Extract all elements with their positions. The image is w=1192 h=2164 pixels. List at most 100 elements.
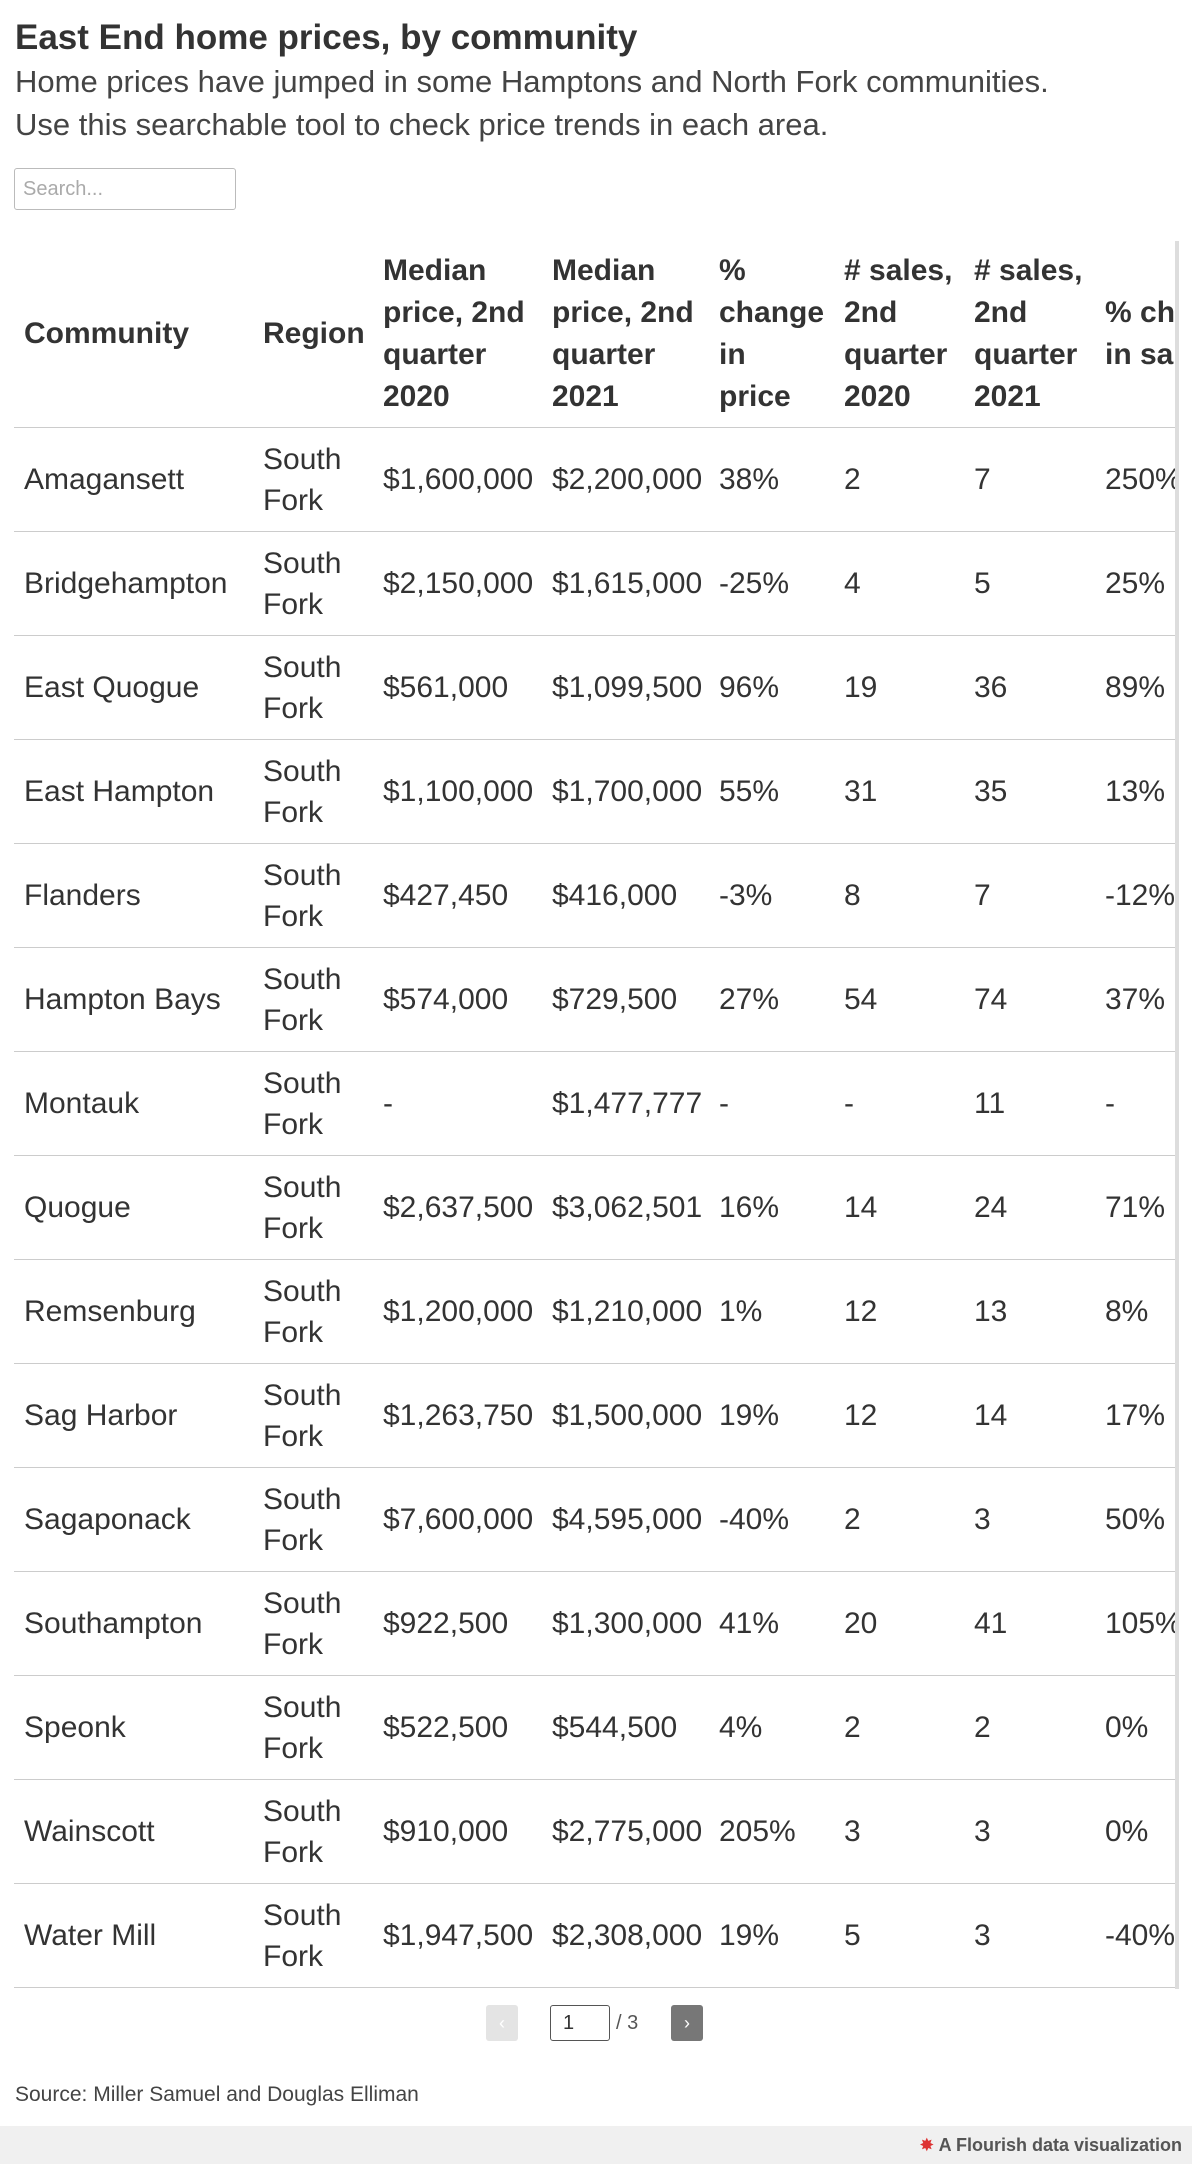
table-cell: 16% [709,1155,834,1260]
table-cell: Southampton [14,1571,253,1676]
table-cell: South Fork [253,531,373,636]
table-cell: 35 [964,739,1095,844]
column-header: # sales, 2nd quarter 2021 [964,241,1095,428]
prev-button[interactable]: ‹ [486,2005,518,2041]
credit-bar: ✸ A Flourish data visualization [0,2126,1192,2164]
table-cell: Flanders [14,843,253,948]
table-cell: $544,500 [542,1675,709,1780]
table-row: Remsenburg South Fork $1,200,000 $1,210,000… [14,1259,1175,1364]
table-cell: 7 [964,843,1095,948]
table-cell: $1,300,000 [542,1571,709,1676]
table-cell: $427,450 [373,843,542,948]
table-cell: 24 [964,1155,1095,1260]
page-input[interactable]: 1 [550,2005,610,2041]
next-button[interactable]: › [671,2005,703,2041]
table-cell: 71% [1095,1155,1175,1260]
table-cell: $1,947,500 [373,1883,542,1988]
table-cell: 27% [709,947,834,1052]
table-cell: -12% [1095,843,1175,948]
table-row: Amagansett South Fork $1,600,000 $2,200,000… [14,427,1175,532]
table-cell: $574,000 [373,947,542,1052]
table-cell: 205% [709,1779,834,1884]
column-header: # sales, 2nd quarter 2020 [834,241,964,428]
table-cell: 17% [1095,1363,1175,1468]
table-row: Bridgehampton South Fork $2,150,000 $1,615,… [14,531,1175,636]
table-cell: 19% [709,1883,834,1988]
pagination: ‹ 1 / 3 › [0,2005,1192,2041]
table-cell: $2,150,000 [373,531,542,636]
table-cell: -40% [1095,1883,1175,1988]
table-cell: 19 [834,635,964,740]
table-cell: 3 [964,1467,1095,1572]
table-cell: 1% [709,1259,834,1364]
table-cell: 25% [1095,531,1175,636]
table-cell: South Fork [253,1779,373,1884]
table-cell: East Hampton [14,739,253,844]
table-cell: East Quogue [14,635,253,740]
table-row: Flanders South Fork $427,450 $416,000 -3% 8 7-… [14,843,1175,948]
table-cell: 37% [1095,947,1175,1052]
search-box[interactable]: Search... [14,168,236,210]
table-cell: 0% [1095,1675,1175,1780]
table-cell: Water Mill [14,1883,253,1988]
column-header: Median price, 2nd quarter 2021 [542,241,709,428]
table-cell: 5 [834,1883,964,1988]
table-cell: $7,600,000 [373,1467,542,1572]
table-row: East Quogue South Fork $561,000 $1,099,500 9… [14,635,1175,740]
table-row: East Hampton South Fork $1,100,000 $1,700,0… [14,739,1175,844]
table-cell: 41 [964,1571,1095,1676]
table-cell: 50% [1095,1467,1175,1572]
table-cell: Speonk [14,1675,253,1780]
table-cell: $1,615,000 [542,531,709,636]
table-cell: 36 [964,635,1095,740]
table-cell: 55% [709,739,834,844]
table-cell: Quogue [14,1155,253,1260]
table-cell: South Fork [253,1467,373,1572]
column-header: Community [14,241,253,428]
table-cell: $522,500 [373,1675,542,1780]
credit[interactable]: ✸ A Flourish data visualization [919,2135,1182,2156]
table-cell: 41% [709,1571,834,1676]
table-cell: 14 [964,1363,1095,1468]
table-cell: 250% [1095,427,1175,532]
header-row: Community Region Median price, 2nd quarter… [14,241,1175,428]
table-wrapper: Community Region Median price, 2nd quarter… [14,241,1179,1989]
page-total: / 3 [616,2012,639,2034]
table-cell: - [834,1051,964,1156]
table-cell: 89% [1095,635,1175,740]
table-row: Hampton Bays South Fork $574,000 $729,500 27… [14,947,1175,1052]
table-cell: $922,500 [373,1571,542,1676]
table-cell: South Fork [253,635,373,740]
table-cell: Bridgehampton [14,531,253,636]
table-cell: $561,000 [373,635,542,740]
table-row: Southampton South Fork $922,500 $1,300,000 4… [14,1571,1175,1676]
table-row: Speonk South Fork $522,500 $544,500 4% 2 2 0% [14,1675,1175,1780]
source: Source: Miller Samuel and Douglas Ellima… [15,2083,419,2106]
table-cell: 3 [964,1779,1095,1884]
logo: ✸ [919,2135,935,2155]
table-cell: South Fork [253,843,373,948]
column-header: % change in sales [1095,241,1175,428]
column-header: Region [253,241,373,428]
table-row: Wainscott South Fork $910,000 $2,775,000 205… [14,1779,1175,1884]
table-cell: 3 [834,1779,964,1884]
table-cell: Sag Harbor [14,1363,253,1468]
table-cell: $729,500 [542,947,709,1052]
table-cell: South Fork [253,1883,373,1988]
table-cell: $2,775,000 [542,1779,709,1884]
table-cell: $416,000 [542,843,709,948]
title: East End home prices, by community [15,18,638,57]
table-cell: South Fork [253,1675,373,1780]
table-cell: 105% [1095,1571,1175,1676]
table-cell: -40% [709,1467,834,1572]
table-cell: 12 [834,1259,964,1364]
table-cell: Sagaponack [14,1467,253,1572]
table-cell: 38% [709,427,834,532]
table-cell: South Fork [253,1571,373,1676]
table-cell: 3 [964,1883,1095,1988]
table-cell: - [1095,1051,1175,1156]
table-row: Sag Harbor South Fork $1,263,750 $1,500,000… [14,1363,1175,1468]
table-cell: 74 [964,947,1095,1052]
table-cell: 13 [964,1259,1095,1364]
